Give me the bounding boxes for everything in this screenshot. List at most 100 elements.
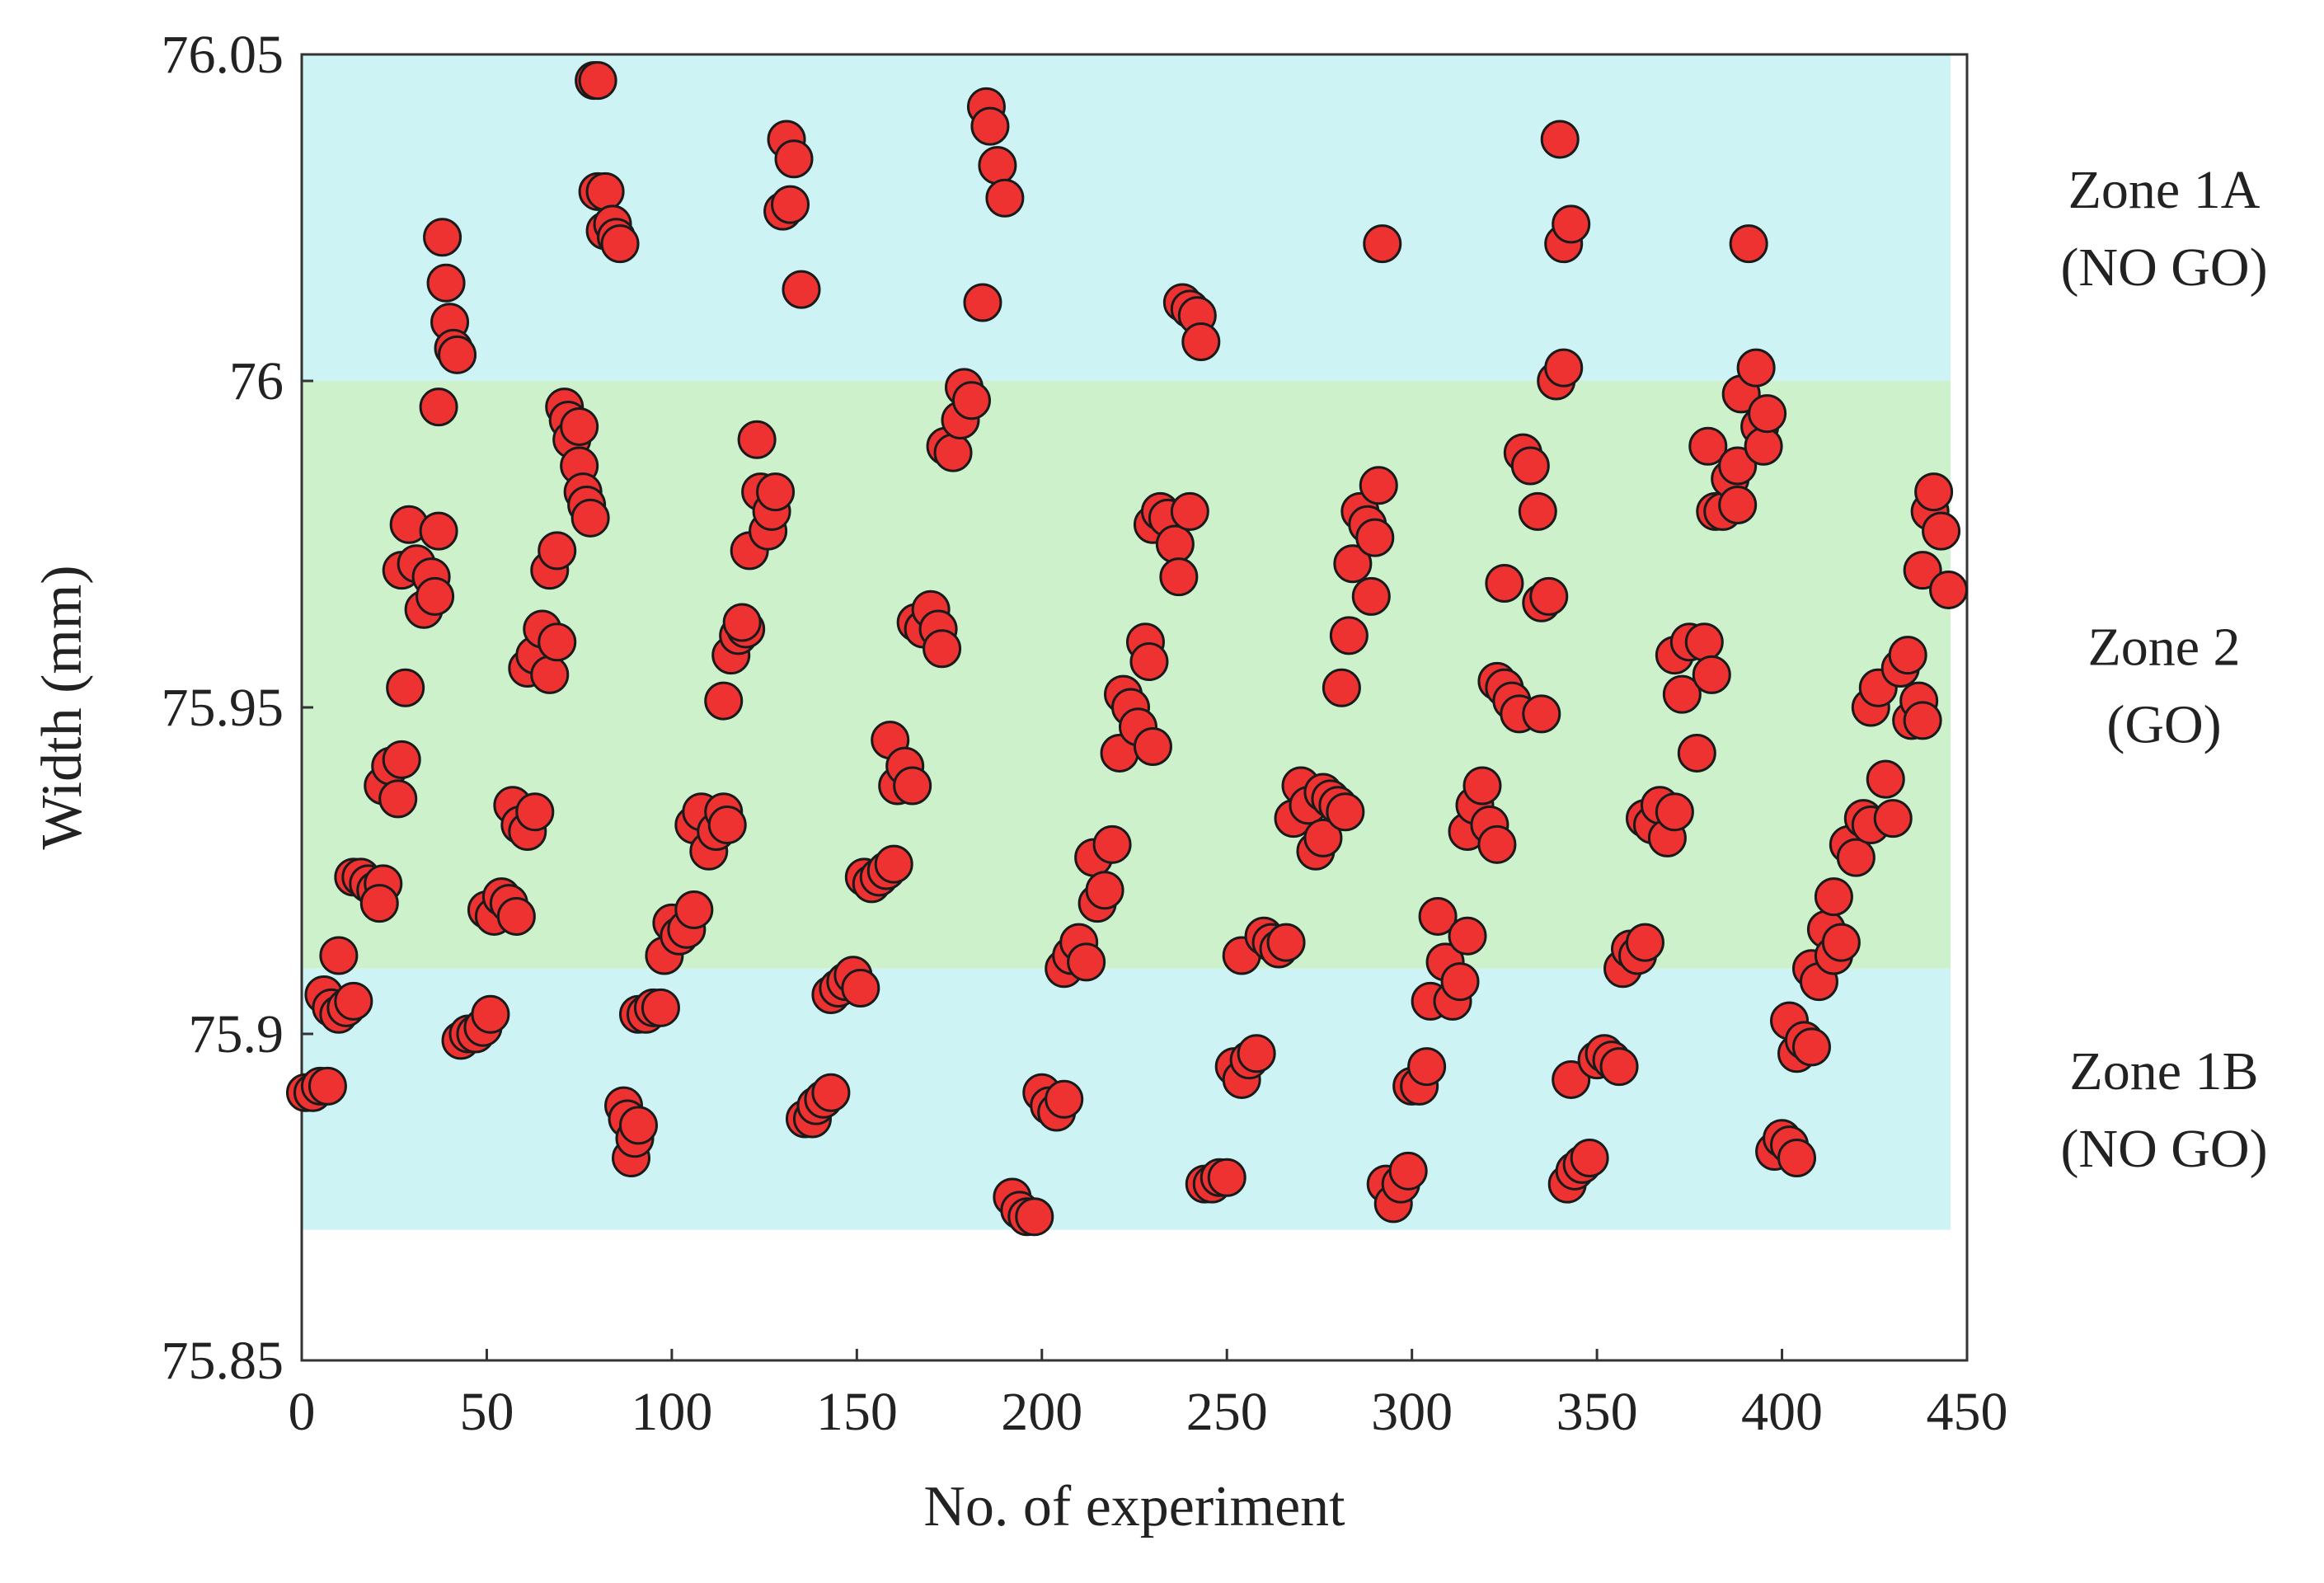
data-point bbox=[841, 969, 880, 1008]
data-point bbox=[618, 1106, 658, 1145]
zone-band-zone-1a bbox=[302, 54, 1951, 381]
data-point bbox=[704, 681, 744, 721]
data-point bbox=[1903, 701, 1942, 740]
data-point bbox=[1355, 518, 1395, 557]
zone-label-zone-2: Zone 2 bbox=[2087, 617, 2240, 677]
data-point bbox=[1552, 204, 1591, 244]
data-point bbox=[1692, 655, 1731, 694]
data-point bbox=[308, 1066, 347, 1106]
data-point bbox=[1914, 472, 1954, 512]
x-tick-label: 350 bbox=[1556, 1382, 1638, 1442]
y-tick-label: 75.9 bbox=[189, 1004, 284, 1064]
y-tick-label: 75.95 bbox=[162, 678, 284, 738]
data-point bbox=[1888, 636, 1927, 675]
data-point bbox=[1684, 622, 1724, 662]
data-point bbox=[782, 270, 821, 309]
data-point bbox=[1045, 1079, 1084, 1119]
data-point bbox=[1777, 1138, 1817, 1177]
data-point bbox=[1322, 668, 1361, 707]
data-point bbox=[1522, 694, 1561, 734]
data-point bbox=[1922, 511, 1961, 551]
data-point bbox=[1407, 1047, 1447, 1087]
data-point bbox=[426, 263, 466, 303]
points-layer bbox=[285, 61, 1969, 1237]
data-point bbox=[1744, 426, 1783, 466]
zone-label-zone-1b: Zone 1B bbox=[2069, 1041, 2258, 1102]
data-point bbox=[933, 433, 973, 472]
x-tick-label: 0 bbox=[289, 1382, 316, 1442]
data-point bbox=[1155, 524, 1195, 564]
data-point bbox=[1677, 733, 1716, 773]
zone-sublabel-zone-1b: (NO GO) bbox=[2060, 1119, 2267, 1179]
data-point bbox=[423, 218, 462, 257]
data-point bbox=[1510, 446, 1550, 486]
data-point bbox=[1748, 394, 1787, 434]
data-point bbox=[1266, 923, 1306, 962]
data-point bbox=[1688, 426, 1728, 466]
data-point bbox=[1866, 759, 1905, 799]
data-point bbox=[1329, 616, 1369, 655]
y-tick-label: 75.85 bbox=[162, 1331, 284, 1391]
data-point bbox=[1159, 557, 1199, 597]
data-point bbox=[1333, 544, 1373, 584]
data-point bbox=[1015, 1197, 1054, 1237]
data-point bbox=[756, 472, 796, 512]
data-point bbox=[774, 139, 814, 179]
data-point bbox=[471, 994, 510, 1034]
data-point bbox=[1477, 824, 1517, 864]
data-point bbox=[1821, 923, 1861, 962]
data-point bbox=[1599, 1047, 1639, 1087]
data-point bbox=[1570, 1138, 1609, 1177]
data-point bbox=[674, 890, 714, 930]
data-point bbox=[1485, 564, 1524, 604]
data-point bbox=[893, 766, 932, 806]
data-point bbox=[1540, 120, 1580, 159]
data-point bbox=[1181, 322, 1221, 361]
data-point bbox=[585, 171, 625, 211]
zone-sublabel-zone-2: (GO) bbox=[2106, 694, 2221, 754]
data-point bbox=[1418, 896, 1458, 936]
data-point bbox=[600, 224, 640, 264]
x-tick-label: 150 bbox=[816, 1382, 898, 1442]
data-point bbox=[1791, 1027, 1831, 1067]
data-point bbox=[722, 603, 762, 642]
data-point bbox=[737, 420, 777, 459]
data-point bbox=[1662, 674, 1702, 714]
data-point bbox=[1903, 551, 1942, 590]
zone-band-zone-1b bbox=[302, 968, 1951, 1230]
data-point bbox=[1207, 1158, 1247, 1197]
data-point bbox=[538, 622, 577, 662]
data-point bbox=[1448, 916, 1487, 956]
data-point bbox=[1237, 1034, 1276, 1073]
y-axis-label: Width (mm) bbox=[31, 565, 94, 849]
x-tick-label: 450 bbox=[1927, 1382, 2008, 1442]
data-point bbox=[1929, 570, 1969, 609]
zone-labels-layer: Zone 1A (NO GO) Zone 2 (GO) Zone 1B (NO GO) bbox=[2060, 160, 2267, 1179]
data-point bbox=[386, 668, 425, 707]
data-point bbox=[1836, 838, 1876, 877]
data-point bbox=[1814, 877, 1853, 917]
data-point bbox=[951, 381, 991, 420]
x-tick-label: 300 bbox=[1371, 1382, 1453, 1442]
data-point bbox=[578, 61, 617, 101]
x-tick-label: 250 bbox=[1186, 1382, 1268, 1442]
ticks-layer: 0 50 100 150 200 250 300 350 400 450 75.85 75.9 75.9… bbox=[162, 25, 2008, 1442]
data-point bbox=[1873, 799, 1913, 838]
data-point bbox=[378, 779, 418, 819]
data-point bbox=[1363, 224, 1402, 264]
y-tick-label: 76.05 bbox=[162, 25, 284, 85]
data-point bbox=[419, 388, 458, 427]
data-point bbox=[1303, 818, 1343, 857]
data-point bbox=[707, 806, 747, 845]
data-point bbox=[1529, 576, 1569, 616]
data-point bbox=[416, 576, 455, 616]
data-point bbox=[963, 283, 1002, 322]
data-point bbox=[438, 335, 477, 374]
data-point bbox=[496, 896, 536, 936]
data-point bbox=[560, 406, 599, 446]
data-point bbox=[1718, 446, 1758, 486]
data-point bbox=[1625, 923, 1664, 962]
zone-label-zone-1a: Zone 1A bbox=[2068, 160, 2261, 220]
data-point bbox=[970, 106, 1010, 146]
data-point bbox=[1170, 491, 1209, 531]
